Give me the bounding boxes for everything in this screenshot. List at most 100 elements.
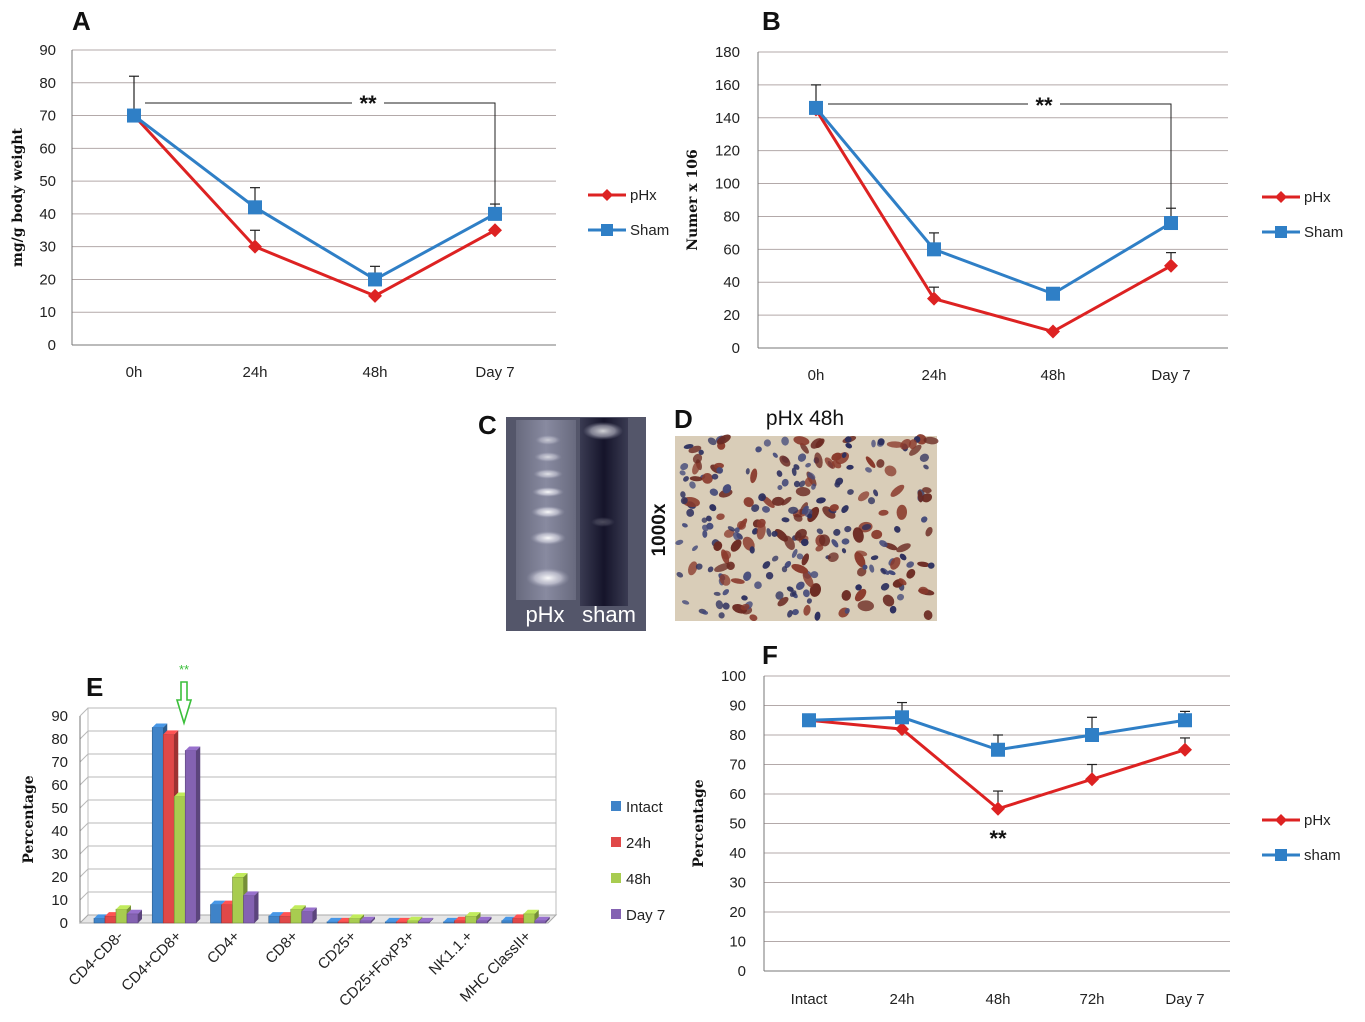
bar-top [232,873,248,877]
cell-nucleus [862,564,868,570]
cell-nucleus [722,602,730,610]
bar-top [116,905,131,910]
cell-nucleus [796,553,804,560]
cell-nucleus [805,462,811,468]
cell-nucleus [716,467,724,474]
cell-nucleus [734,527,740,534]
legend-label: pHx [630,187,657,204]
y-tick-label: 80 [39,75,56,92]
cell-nucleus [884,465,897,477]
cell-nucleus [861,524,872,531]
cell-nucleus [794,528,807,541]
bar-day-7 [476,920,488,924]
x-tick-label: 48h [362,364,387,381]
cell-nucleus [730,578,745,584]
gridline [79,776,556,786]
data-point-diamond [895,722,909,737]
cell-nucleus [857,491,870,502]
cell-nucleus [695,563,703,570]
cell-nucleus [927,562,935,569]
legend-swatch [611,909,621,919]
cell-nucleus [867,497,876,505]
chart-e-arrow-icon [175,681,193,726]
bar-top [301,907,317,912]
cell-nucleus [815,545,824,552]
y-tick-label: 10 [39,304,56,321]
cell-nucleus [716,513,725,520]
bar-48h [290,908,303,924]
bar-24h [104,915,117,924]
cell-nucleus [918,586,929,595]
cell-nucleus [692,461,701,475]
cell-nucleus [771,530,778,537]
bar-48h [115,908,128,924]
cell-nucleus [676,572,684,578]
cell-nucleus [758,493,766,502]
data-point-square [1178,713,1192,728]
cell-nucleus [871,439,876,448]
legend-label: pHx [1304,812,1331,829]
cell-nucleus [806,598,812,604]
y-tick-label: 60 [729,786,746,803]
cell-nucleus [800,442,809,454]
x-tick-label: 0h [808,367,825,384]
bar-side [429,917,434,923]
cell-nucleus [844,525,852,533]
y-tick-label: 80 [723,208,740,225]
cell-nucleus [688,561,698,576]
cell-nucleus [845,442,853,449]
cell-nucleus [873,489,879,497]
cell-nucleus [775,591,784,600]
bar-top [327,917,342,922]
bar-top [385,917,401,922]
cell-nucleus [751,504,760,512]
bar-48h [348,918,361,924]
cell-nucleus [841,538,850,545]
cell-nucleus [683,476,689,482]
bar-side [196,746,201,923]
cell-nucleus [854,551,866,568]
cell-nucleus [772,452,778,458]
bar-side [138,909,142,923]
cell-nucleus [781,436,789,446]
cell-nucleus [818,534,831,547]
y-tick-label: 30 [51,846,68,863]
cell-nucleus [692,453,703,464]
cell-nucleus [679,470,686,476]
bar-top [152,723,168,728]
y-tick-label: 0 [732,340,740,357]
data-point-square [927,242,941,257]
data-point-diamond [1164,258,1178,273]
bar-side [254,891,259,923]
chart-e: 0102030405060708090PercentageCD4-CD8-CD4… [21,707,665,1010]
cell-nucleus [846,464,854,470]
data-point-square [1085,728,1099,742]
cell-nucleus [749,614,758,622]
bar-top [360,916,375,921]
cell-nucleus [781,566,788,573]
panel-d-letter: D [674,404,693,434]
data-point-square [802,713,816,728]
y-tick-label: 80 [729,727,746,744]
bar-24h [221,904,233,924]
cell-nucleus [876,459,885,468]
cell-nucleus [833,528,841,536]
cell-nucleus [795,581,805,591]
bar-day-7 [184,750,197,924]
cell-nucleus [791,563,809,574]
cell-nucleus [709,488,719,496]
cell-nucleus [745,468,750,475]
cell-nucleus [857,567,867,577]
data-point-square [991,742,1005,757]
y-tick-label: 90 [51,708,68,725]
legend-square-icon [601,224,613,236]
x-tick-label: 48h [1040,367,1065,384]
cell-nucleus [855,584,862,591]
x-tick-label: Day 7 [475,364,514,381]
bar-48h [465,915,477,924]
bar-day-7 [417,921,430,924]
significance-bracket [384,102,496,206]
micrograph-title: pHx 48h [766,407,844,430]
legend-diamond-icon [1275,814,1287,826]
data-point-square [1046,286,1060,301]
